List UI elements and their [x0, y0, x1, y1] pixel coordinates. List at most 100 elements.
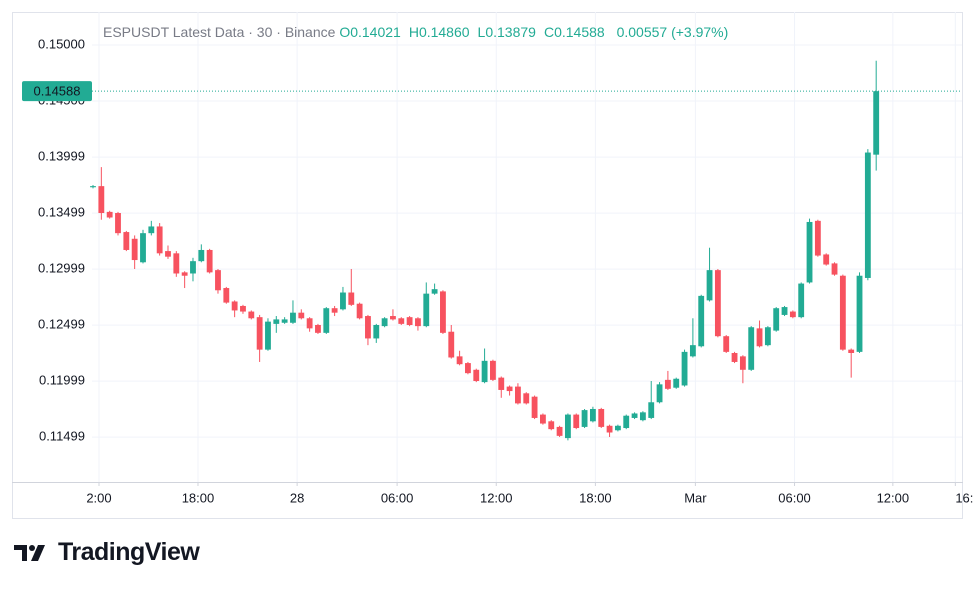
- y-tick-label: 0.13999: [38, 149, 85, 164]
- candle-body: [173, 253, 180, 274]
- candle-body: [648, 402, 655, 418]
- candle-body: [506, 386, 513, 392]
- ohlc-value: 0.14021: [350, 24, 401, 40]
- legend-header: ESPUSDT Latest Data · 30 · Binance O0.14…: [103, 24, 728, 40]
- candle-body: [215, 270, 221, 291]
- ohlc-label: L: [477, 24, 486, 40]
- x-tick-label: 28: [290, 490, 304, 505]
- candle-body: [756, 328, 763, 347]
- x-tick-label: 18:00: [182, 490, 215, 505]
- candle-body: [365, 316, 371, 339]
- y-tick-label: 0.13499: [38, 205, 85, 220]
- x-tick-label: 12:00: [480, 490, 513, 505]
- candle-body: [106, 211, 113, 218]
- candle-body: [706, 270, 713, 301]
- candle-body: [98, 186, 105, 214]
- candle-body: [356, 303, 363, 319]
- chart-title: ESPUSDT Latest Data · 30 · Binance: [103, 24, 336, 40]
- brand-icon: [14, 544, 45, 561]
- candle-body: [165, 251, 171, 257]
- candle-body: [181, 272, 188, 276]
- candle-body: [531, 396, 538, 418]
- candle-body: [131, 238, 138, 261]
- candle-body: [340, 292, 346, 310]
- candle-body: [748, 327, 755, 370]
- candle-body: [673, 378, 680, 388]
- candle-body: [140, 233, 146, 263]
- candle-body: [564, 414, 571, 439]
- last-price-label: 0.14588: [34, 84, 81, 99]
- candle-body: [523, 393, 530, 404]
- candle-body: [323, 308, 330, 333]
- candle-body: [490, 360, 496, 380]
- ohlc-label: H: [408, 24, 419, 40]
- candle-body: [115, 213, 121, 234]
- candle-body: [839, 275, 846, 350]
- candle-body: [465, 363, 471, 374]
- candle-body: [265, 321, 271, 350]
- candle-body: [273, 319, 280, 324]
- candle-body: [481, 360, 488, 383]
- candle-body: [556, 426, 563, 436]
- candle-body: [539, 414, 546, 424]
- candle-body: [381, 318, 388, 327]
- candle-body: [281, 319, 288, 323]
- candle-body: [240, 305, 246, 312]
- candle-body: [423, 293, 430, 327]
- candle-body: [656, 384, 663, 403]
- candle-body: [415, 318, 421, 327]
- candle-body: [515, 386, 521, 404]
- chart-frame: [12, 12, 963, 519]
- ohlc-label: O: [339, 24, 351, 40]
- candle-body: [306, 318, 313, 329]
- candle-body: [598, 408, 605, 427]
- candle-body: [456, 356, 463, 365]
- candle-body: [581, 410, 588, 427]
- candle-body: [798, 283, 805, 318]
- x-tick-label: 2:00: [86, 490, 111, 505]
- candle-body: [148, 226, 155, 234]
- candle-body: [440, 291, 446, 333]
- candle-body: [448, 331, 455, 358]
- candle-body: [631, 413, 638, 418]
- x-tick-label: 06:00: [778, 490, 811, 505]
- y-tick-label: 0.12999: [38, 261, 85, 276]
- candle-body: [731, 352, 738, 362]
- candle-body: [698, 295, 705, 347]
- candle-body: [873, 91, 880, 155]
- y-tick-label: 0.12499: [38, 317, 85, 332]
- candle-body: [548, 421, 555, 430]
- candle-body: [789, 311, 796, 318]
- candle-body: [123, 232, 130, 250]
- candle-body: [315, 324, 321, 333]
- brand-logo: TradingView: [14, 538, 200, 567]
- candle-body: [714, 270, 721, 337]
- last-price-box: [22, 81, 92, 102]
- candle-body: [223, 288, 230, 303]
- candle-body: [623, 415, 630, 429]
- candle-body: [606, 425, 613, 433]
- change-text: 0.00557 (+3.97%): [616, 24, 729, 40]
- candle-body: [498, 377, 505, 390]
- candle-body: [806, 221, 813, 283]
- candle-body: [639, 412, 646, 421]
- x-tick-label: 06:00: [381, 490, 414, 505]
- candle-body: [90, 186, 96, 188]
- x-tick-label: 16:: [955, 490, 973, 505]
- candle-body: [831, 263, 838, 275]
- grid: [92, 12, 962, 482]
- candle-body: [431, 289, 438, 294]
- x-tick-label: 12:00: [877, 490, 910, 505]
- candle-body: [681, 351, 688, 386]
- x-tick-label: Mar: [684, 490, 707, 505]
- candle-body: [614, 425, 621, 431]
- candle-body: [764, 327, 771, 346]
- y-tick-label: 0.11499: [39, 429, 85, 444]
- candle-body: [864, 152, 871, 278]
- candle-body: [589, 408, 596, 422]
- candle-body: [290, 312, 296, 323]
- candle-body: [781, 307, 788, 315]
- candle-body: [231, 301, 238, 311]
